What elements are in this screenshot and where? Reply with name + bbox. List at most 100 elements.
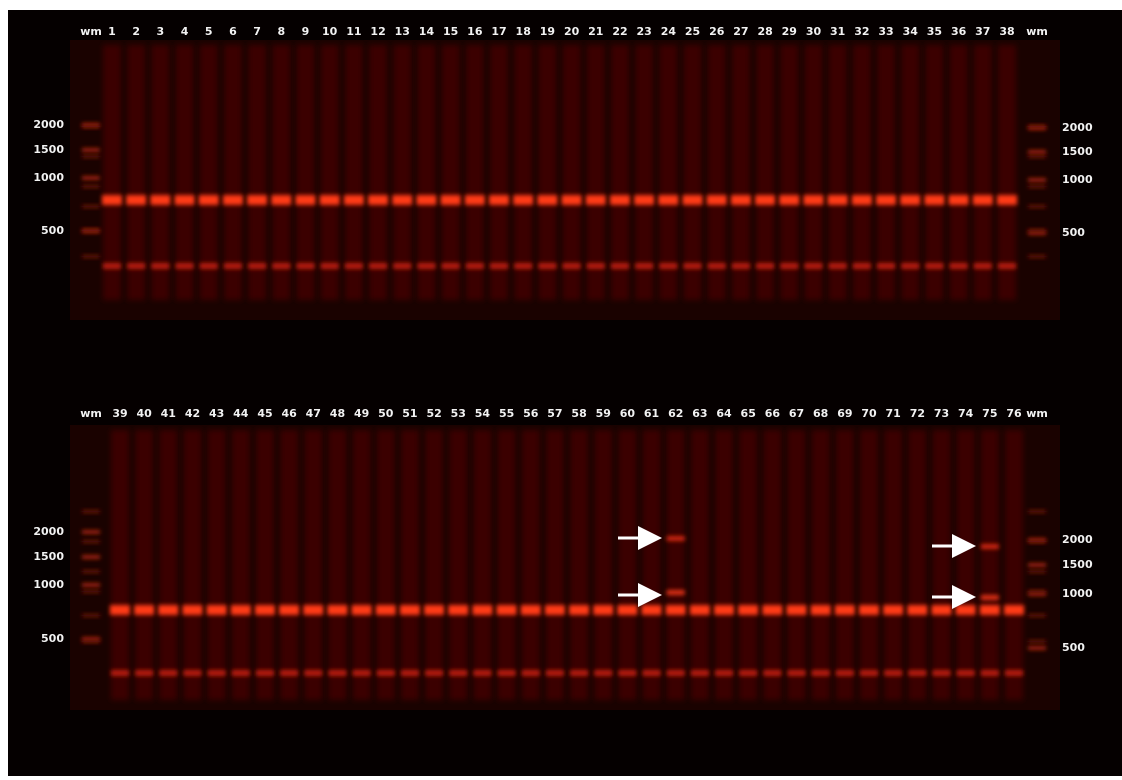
lane-label: 71 <box>886 407 901 420</box>
main-band <box>642 605 662 615</box>
lower-band <box>925 263 943 269</box>
lane-streak <box>974 45 992 300</box>
lane-label: 7 <box>253 25 261 38</box>
lane-label: 36 <box>951 25 967 38</box>
main-band <box>368 195 388 205</box>
lane-streak <box>538 45 556 300</box>
lower-band <box>763 670 781 676</box>
main-band <box>158 605 178 615</box>
lower-band <box>684 263 702 269</box>
lane-streak <box>369 45 387 300</box>
lane-label: 15 <box>443 25 458 38</box>
lane-label: 37 <box>975 25 990 38</box>
ladder-band <box>82 185 100 188</box>
lower-band <box>377 670 395 676</box>
lane-streak <box>417 45 435 300</box>
lane-label: 33 <box>878 25 893 38</box>
lane-streak <box>853 45 871 300</box>
lane-label: wm <box>80 407 102 420</box>
main-band <box>352 605 372 615</box>
lane-label: 73 <box>934 407 949 420</box>
lower-band <box>224 263 242 269</box>
lane-label: 39 <box>112 407 127 420</box>
main-band <box>811 605 831 615</box>
lane-label: 58 <box>571 407 586 420</box>
lane-label: 18 <box>516 25 531 38</box>
main-band <box>392 195 412 205</box>
lane-streak <box>1005 430 1023 700</box>
lane-streak <box>473 430 491 700</box>
lane-streak <box>715 430 733 700</box>
main-band <box>562 195 582 205</box>
lane-label: 54 <box>475 407 491 420</box>
size-marker: 2000 <box>1062 121 1093 134</box>
lane-label: 5 <box>205 25 213 38</box>
lane-streak <box>780 45 798 300</box>
lower-band <box>667 670 685 676</box>
lower-band <box>498 670 516 676</box>
lane-label: 60 <box>620 407 636 420</box>
lane-label: 44 <box>233 407 249 420</box>
main-band <box>658 195 678 205</box>
lane-streak <box>950 45 968 300</box>
lower-band <box>127 263 145 269</box>
lane-label: 52 <box>426 407 441 420</box>
lower-band <box>643 670 661 676</box>
lane-streak <box>570 430 588 700</box>
gel-image: wm12345678910111213141516171819202122232… <box>0 0 1122 776</box>
main-band <box>327 605 347 615</box>
lane-streak <box>836 430 854 700</box>
lower-band <box>353 670 371 676</box>
lane-streak <box>449 430 467 700</box>
lane-streak <box>933 430 951 700</box>
main-band <box>835 605 855 615</box>
lower-band <box>297 263 315 269</box>
main-band <box>134 605 154 615</box>
lower-band <box>635 263 653 269</box>
lower-band <box>304 670 322 676</box>
lane-label: 32 <box>854 25 869 38</box>
main-band <box>593 605 613 615</box>
lane-streak <box>908 430 926 700</box>
lane-label: 66 <box>765 407 781 420</box>
lane-label: 13 <box>395 25 410 38</box>
lower-band <box>836 670 854 676</box>
lane-label: 47 <box>306 407 321 420</box>
lane-streak <box>998 45 1016 300</box>
lower-band <box>522 670 540 676</box>
main-band <box>586 195 606 205</box>
main-band <box>320 195 340 205</box>
extra-band <box>981 595 999 600</box>
lane-label: 48 <box>330 407 345 420</box>
main-band <box>150 195 170 205</box>
lane-label: 35 <box>927 25 942 38</box>
lane-streak <box>200 45 218 300</box>
lane-label: 4 <box>181 25 189 38</box>
ladder-band <box>82 540 100 543</box>
lane-label: 6 <box>229 25 237 38</box>
lower-band <box>756 263 774 269</box>
lower-band <box>981 670 999 676</box>
lane-label: 61 <box>644 407 659 420</box>
main-band <box>900 195 920 205</box>
main-band <box>175 195 195 205</box>
lower-band <box>594 670 612 676</box>
size-marker: 500 <box>41 632 64 645</box>
lane-streak <box>183 430 201 700</box>
lane-label: 53 <box>451 407 466 420</box>
lane-streak <box>111 430 129 700</box>
lane-streak <box>587 45 605 300</box>
lane-streak <box>684 45 702 300</box>
lower-band <box>860 670 878 676</box>
size-marker: 500 <box>1062 641 1085 654</box>
main-band <box>973 195 993 205</box>
lane-streak <box>804 45 822 300</box>
lane-streak <box>860 430 878 700</box>
lane-streak <box>151 45 169 300</box>
lower-band <box>546 670 564 676</box>
main-band <box>424 605 444 615</box>
lower-band <box>417 263 435 269</box>
ladder-band <box>82 590 100 593</box>
main-band <box>537 195 557 205</box>
lane-label: 69 <box>837 407 852 420</box>
